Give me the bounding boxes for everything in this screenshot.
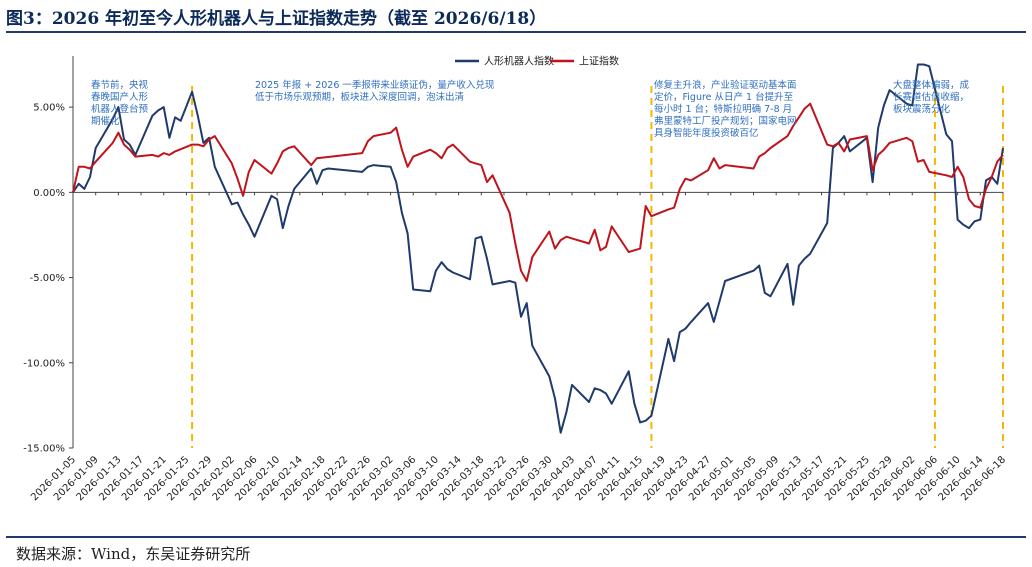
annotation-text: 大盘整体偏弱，成 xyxy=(893,79,970,91)
annotation-text: 板块震荡分化 xyxy=(893,103,951,115)
series-line-sse-index xyxy=(72,102,1004,282)
legend-label: 人形机器人指数 xyxy=(484,55,554,68)
annotation-text: 具身智能年度投资破百亿 xyxy=(654,127,759,139)
legend-label: 上证指数 xyxy=(579,55,619,68)
annotation-text: 定价，Figure 从日产 1 台提升至 xyxy=(654,91,793,103)
title-rule xyxy=(6,31,1026,33)
annotation-text: 春晚国产人形 xyxy=(91,91,149,103)
y-tick-label: 5.00% xyxy=(33,103,65,114)
annotation-text: 弗里蒙特工厂投产规划；国家电网 xyxy=(654,115,797,127)
series-line-humanoid-index xyxy=(72,63,1004,434)
annotation-text: 2025 年报 + 2026 一季报带来业绩证伪，量产收入兑现 xyxy=(255,79,495,91)
y-tick-label: -5.00% xyxy=(30,273,65,284)
line-chart: 5.00%0.00%-5.00%-10.00%-15.00%2026-01-05… xyxy=(23,55,1008,504)
annotation-text: 低于市场乐观预期，板块进入深度回调，泡沫出清 xyxy=(255,91,465,103)
y-tick-label: -10.00% xyxy=(23,358,65,369)
y-tick-label: 0.00% xyxy=(33,188,65,199)
annotation-text: 机器人登台预 xyxy=(91,103,149,115)
source-rule xyxy=(6,536,1026,538)
annotation-text: 期催化 xyxy=(91,115,120,127)
annotation-text: 春节前，央视 xyxy=(91,79,149,91)
data-source: 数据来源：Wind，东吴证券研究所 xyxy=(16,545,251,563)
annotation-text: 长赛道估值收缩， xyxy=(893,91,969,103)
y-tick-label: -15.00% xyxy=(23,444,65,455)
chart-title: 图3：2026 年初至今人形机器人与上证指数走势（截至 2026/6/18） xyxy=(6,9,547,29)
annotation-text: 每小时 1 台；特斯拉明确 7-8 月 xyxy=(654,103,792,115)
annotation-text: 修复主升浪，产业验证驱动基本面 xyxy=(654,79,797,91)
